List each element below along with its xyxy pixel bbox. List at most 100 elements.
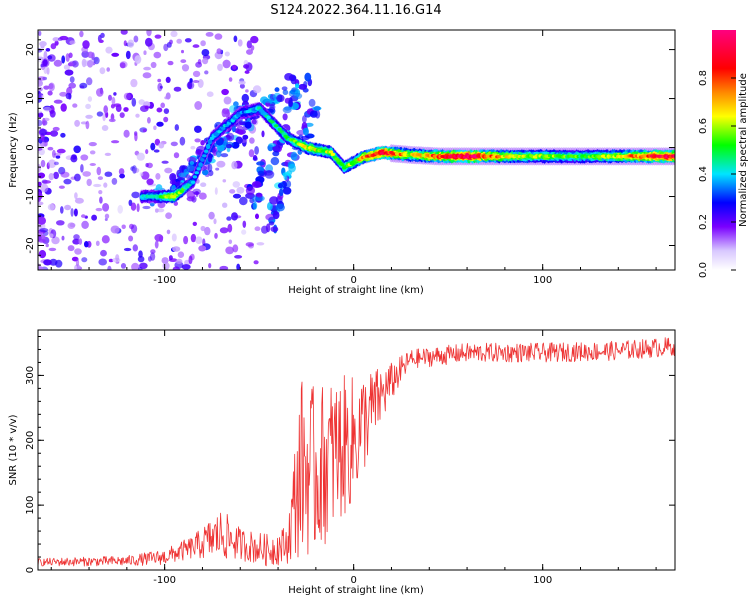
spectrogram-noise-point <box>56 148 66 154</box>
spectrogram-ridge-point <box>274 124 279 128</box>
spectrogram-noise-point <box>43 106 52 112</box>
spectrogram-noise-point <box>80 154 89 161</box>
snr-y-tick-label: 300 <box>25 366 36 385</box>
spectrogram-noise-point <box>194 101 203 110</box>
spectrogram-noise-point <box>179 136 186 146</box>
spectrogram-ridge-point <box>204 149 209 153</box>
spectrogram-noise-point <box>254 146 259 155</box>
spectrogram-noise-point <box>103 105 108 114</box>
spectrogram-streak-point <box>277 182 284 189</box>
spectrogram-noise-point <box>250 35 259 44</box>
colorbar-tick-label: 0.8 <box>698 70 709 86</box>
spectrogram-noise-point <box>138 267 143 270</box>
spectrogram-ridge-point <box>328 150 334 154</box>
spectrogram-noise-point <box>120 263 127 269</box>
spectrogram-noise-point <box>231 212 238 221</box>
spectrogram-noise-point <box>195 61 203 68</box>
spectrogram-noise-point <box>215 167 220 171</box>
spectrogram-noise-point <box>188 255 193 265</box>
spectrogram-noise-point <box>245 242 254 247</box>
spectrogram-noise-point <box>82 40 90 49</box>
spectrogram-noise-point <box>131 262 140 270</box>
spectrogram-ridge-point <box>266 115 271 120</box>
spectrogram-noise-point <box>84 241 89 248</box>
spectrogram-noise-point <box>111 96 116 105</box>
spectrogram-noise-point <box>47 90 53 96</box>
spectrogram-noise-point <box>86 178 92 187</box>
spectrogram-noise-point <box>128 235 134 242</box>
spectrogram-noise-point <box>38 234 42 242</box>
spectrogram-noise-point <box>261 130 265 138</box>
spectrogram-streak-point <box>270 226 279 233</box>
spectrogram-y-label: Frequency (Hz) <box>8 112 19 188</box>
spectrogram-noise-point <box>123 40 127 47</box>
spectrogram-streak-point <box>290 151 298 161</box>
spectrogram-noise-point <box>49 130 59 137</box>
spectrogram-noise-point <box>96 166 102 176</box>
spectrogram-streak-point <box>256 161 265 166</box>
spectrogram-ridge-point <box>236 114 241 118</box>
spectrogram-streak-point <box>257 170 265 177</box>
spectrogram-noise-point <box>43 85 50 90</box>
spectrogram-noise-point <box>214 33 223 40</box>
spectrogram-noise-point <box>238 80 246 85</box>
spectrogram-noise-point <box>104 213 110 219</box>
spectrogram-noise-point <box>172 266 180 270</box>
spectrogram-noise-point <box>170 141 178 147</box>
spectrogram-streak-point <box>282 113 288 121</box>
spectrogram-streak-point <box>251 119 257 125</box>
spectrogram-noise-point <box>243 64 250 69</box>
spectrogram-noise-point <box>117 204 123 214</box>
spectrogram-noise-point <box>113 92 117 96</box>
spectrogram-noise-point <box>189 78 193 83</box>
spectrogram-ridge-point <box>217 130 222 134</box>
spectrogram-streak-point <box>202 169 209 176</box>
spectrogram-noise-point <box>153 149 160 153</box>
spectrogram-noise-point <box>104 152 112 156</box>
spectrogram-noise-point <box>246 40 252 49</box>
spectrogram-noise-point <box>38 266 44 270</box>
spectrogram-noise-point <box>99 196 103 204</box>
spectrogram-noise-point <box>52 37 60 42</box>
spectrogram-streak-point <box>252 195 259 203</box>
spectrogram-noise-point <box>67 222 76 229</box>
spectrogram-noise-point <box>123 247 132 252</box>
spectrogram-noise-point <box>85 120 90 130</box>
spectrogram-streak-point <box>207 154 213 163</box>
spectrogram-noise-point <box>88 142 97 147</box>
spectrogram-streak-point <box>314 105 321 111</box>
spectrogram-streak-point <box>189 160 195 165</box>
spectrogram-noise-point <box>113 103 122 107</box>
spectrogram-streak-point <box>282 106 292 114</box>
spectrogram-streak-point <box>305 122 314 127</box>
spectrogram-noise-point <box>74 197 84 204</box>
spectrogram-streak-point <box>304 72 312 82</box>
spectrogram-noise-point <box>101 125 109 131</box>
spectrogram-noise-point <box>69 40 76 45</box>
spectrogram-noise-point <box>71 60 79 68</box>
spectrogram-streak-point <box>267 202 273 211</box>
spectrogram-noise-point <box>98 39 104 43</box>
spectrogram-noise-point <box>51 236 60 245</box>
spectrogram-noise-point <box>255 213 259 220</box>
spectrogram-ridge-point <box>190 180 196 184</box>
spectrogram-streak-point <box>264 98 274 104</box>
spectrogram-noise-point <box>104 171 113 177</box>
spectrogram-streak-point <box>265 223 271 233</box>
spectrogram-noise-point <box>65 53 70 62</box>
spectrogram-noise-point <box>39 228 49 233</box>
spectrogram-streak-point <box>220 153 229 158</box>
spectrogram-noise-point <box>133 35 139 43</box>
spectrogram-noise-point <box>214 232 218 239</box>
spectrogram-noise-point <box>38 147 43 151</box>
spectrogram-noise-point <box>139 172 144 177</box>
spectrogram-noise-point <box>123 129 130 138</box>
spectrogram-noise-point <box>141 171 150 180</box>
spectrogram-noise-point <box>81 50 90 58</box>
spectrogram-noise-point <box>142 205 151 210</box>
spectrogram-noise-point <box>131 224 138 234</box>
spectrogram-ridge-point <box>281 132 286 136</box>
spectrogram-frame <box>37 29 676 271</box>
spectrogram-noise-point <box>49 110 56 118</box>
spectrogram-noise-point <box>47 203 55 211</box>
